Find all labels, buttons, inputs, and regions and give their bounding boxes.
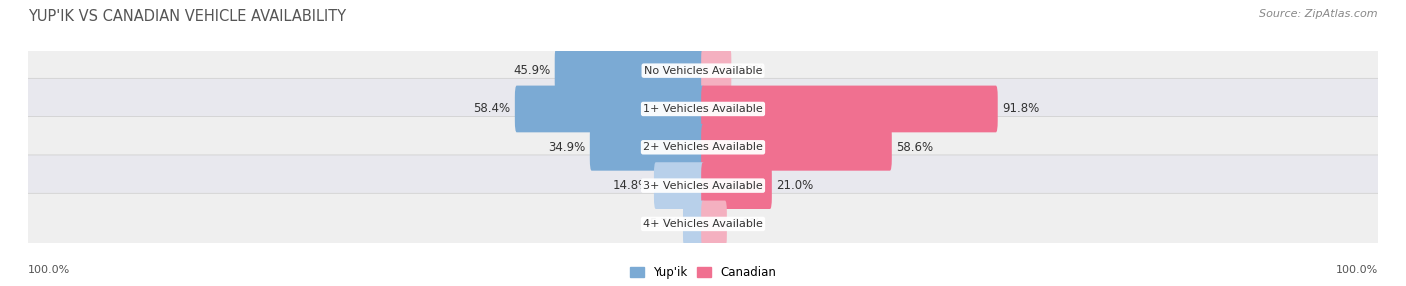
- Legend: Yup'ik, Canadian: Yup'ik, Canadian: [630, 266, 776, 279]
- FancyBboxPatch shape: [515, 86, 704, 132]
- Text: 100.0%: 100.0%: [28, 265, 70, 275]
- Text: 4+ Vehicles Available: 4+ Vehicles Available: [643, 219, 763, 229]
- Text: 21.0%: 21.0%: [776, 179, 814, 192]
- Text: 2+ Vehicles Available: 2+ Vehicles Available: [643, 142, 763, 152]
- FancyBboxPatch shape: [683, 200, 704, 247]
- FancyBboxPatch shape: [27, 155, 1379, 216]
- Text: 100.0%: 100.0%: [1336, 265, 1378, 275]
- Text: 34.9%: 34.9%: [548, 141, 585, 154]
- Text: Source: ZipAtlas.com: Source: ZipAtlas.com: [1260, 9, 1378, 19]
- FancyBboxPatch shape: [702, 200, 727, 247]
- Text: No Vehicles Available: No Vehicles Available: [644, 66, 762, 76]
- Text: 91.8%: 91.8%: [1002, 102, 1039, 116]
- FancyBboxPatch shape: [589, 124, 704, 171]
- FancyBboxPatch shape: [27, 117, 1379, 178]
- FancyBboxPatch shape: [555, 47, 704, 94]
- FancyBboxPatch shape: [702, 162, 772, 209]
- Text: 8.3%: 8.3%: [735, 64, 765, 77]
- Text: 58.6%: 58.6%: [896, 141, 934, 154]
- FancyBboxPatch shape: [27, 193, 1379, 255]
- Text: YUP'IK VS CANADIAN VEHICLE AVAILABILITY: YUP'IK VS CANADIAN VEHICLE AVAILABILITY: [28, 9, 346, 23]
- Text: 14.8%: 14.8%: [613, 179, 650, 192]
- Text: 1+ Vehicles Available: 1+ Vehicles Available: [643, 104, 763, 114]
- FancyBboxPatch shape: [27, 78, 1379, 140]
- FancyBboxPatch shape: [654, 162, 704, 209]
- Text: 6.9%: 6.9%: [731, 217, 761, 231]
- FancyBboxPatch shape: [702, 86, 998, 132]
- FancyBboxPatch shape: [702, 124, 891, 171]
- Text: 3+ Vehicles Available: 3+ Vehicles Available: [643, 181, 763, 190]
- Text: 5.7%: 5.7%: [650, 217, 679, 231]
- Text: 58.4%: 58.4%: [474, 102, 510, 116]
- FancyBboxPatch shape: [702, 47, 731, 94]
- FancyBboxPatch shape: [27, 40, 1379, 101]
- Text: 45.9%: 45.9%: [513, 64, 550, 77]
